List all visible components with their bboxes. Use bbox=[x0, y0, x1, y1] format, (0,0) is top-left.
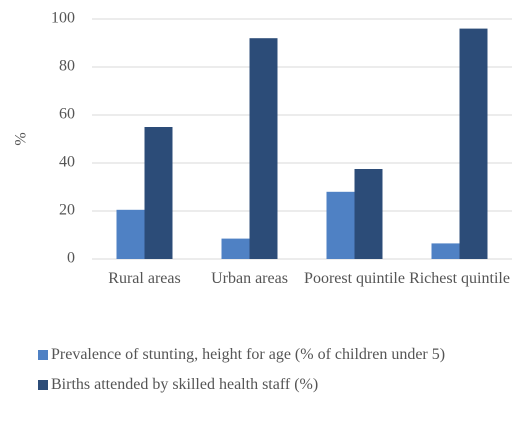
x-tick-label-box: Poorest quintile bbox=[304, 270, 405, 287]
x-tick-label: Rural areas bbox=[108, 270, 181, 287]
bar bbox=[249, 38, 278, 260]
y-tick-label: 80 bbox=[59, 58, 75, 75]
y-tick-label: 0 bbox=[67, 250, 75, 267]
bar bbox=[326, 191, 355, 259]
legend-swatch bbox=[38, 380, 48, 390]
y-tick-label: 100 bbox=[51, 10, 75, 27]
y-axis-label: % bbox=[13, 132, 30, 145]
legend-label: Births attended by skilled health staff … bbox=[51, 376, 319, 393]
bar bbox=[221, 238, 250, 259]
x-tick-label-box: Rural areas bbox=[108, 270, 181, 287]
x-tick-label-box: Urban areas bbox=[211, 270, 288, 287]
bar bbox=[459, 28, 488, 259]
bar bbox=[144, 127, 173, 259]
bar bbox=[431, 243, 460, 259]
y-tick-label: 60 bbox=[59, 106, 75, 123]
bar bbox=[116, 209, 145, 259]
legend-item: Prevalence of stunting, height for age (… bbox=[38, 343, 508, 367]
x-tick-label-box: Richest quintile bbox=[409, 270, 510, 287]
legend-swatch bbox=[38, 350, 48, 360]
legend: Prevalence of stunting, height for age (… bbox=[38, 343, 508, 397]
y-tick-label: 40 bbox=[59, 154, 75, 171]
y-tick-label: 20 bbox=[59, 202, 75, 219]
x-tick-label: Poorest quintile bbox=[304, 270, 405, 287]
legend-label: Prevalence of stunting, height for age (… bbox=[51, 346, 446, 363]
x-tick-label: Richest quintile bbox=[409, 270, 510, 287]
legend-item: Births attended by skilled health staff … bbox=[38, 373, 508, 397]
bar bbox=[354, 169, 383, 259]
x-tick-label: Urban areas bbox=[211, 270, 288, 287]
